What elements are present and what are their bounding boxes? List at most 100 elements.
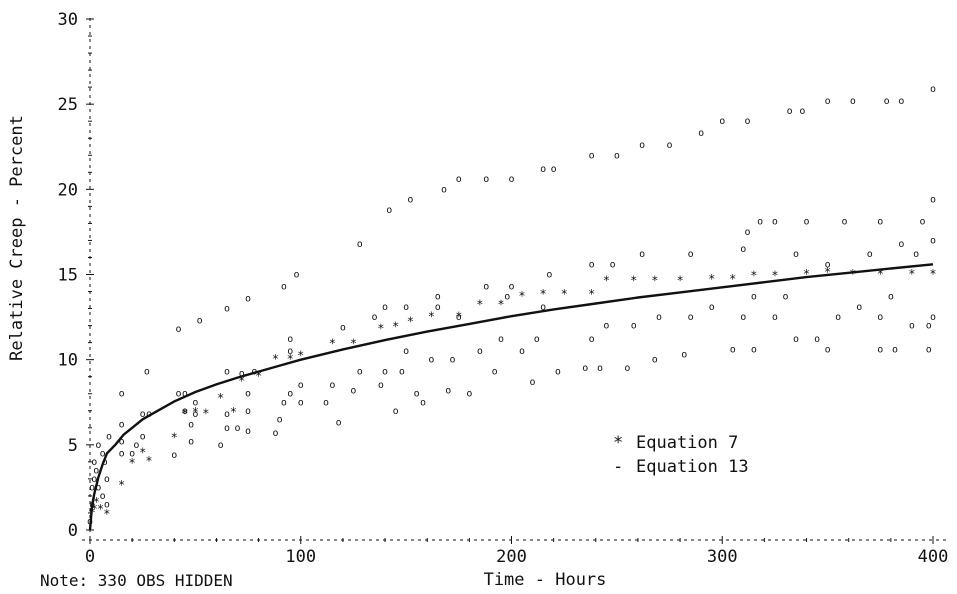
observed-point: o [530, 377, 536, 388]
equation-7-point: * [230, 405, 237, 419]
observed-point: o [188, 419, 194, 430]
observed-point: o [239, 368, 245, 379]
observed-point: o [782, 292, 788, 303]
observed-point: o [119, 448, 125, 459]
observed-point: o [441, 184, 447, 195]
equation-7-point: * [103, 507, 110, 521]
observed-point: o [350, 385, 356, 396]
observed-point: o [188, 436, 194, 447]
observed-point: o [498, 334, 504, 345]
equation-7-point: * [202, 406, 209, 420]
equation-7-point: * [407, 314, 414, 328]
observed-point: o [930, 195, 936, 206]
observed-point: o [420, 397, 426, 408]
observed-point: o [245, 389, 251, 400]
observed-point: o [100, 448, 106, 459]
observed-point: o [477, 346, 483, 357]
equation-7-point: * [139, 446, 146, 460]
observed-point: o [175, 324, 181, 335]
observed-point: o [519, 346, 525, 357]
observed-point: o [435, 302, 441, 313]
equation-7-point: * [803, 267, 810, 281]
observed-point: o [133, 440, 139, 451]
observed-point: o [192, 409, 198, 420]
equation-7-point: * [93, 495, 100, 509]
observed-point: o [667, 140, 673, 151]
observed-point: o [336, 418, 342, 429]
observed-point: o [340, 322, 346, 333]
observed-point: o [298, 397, 304, 408]
observed-point: o [639, 140, 645, 151]
equation-7-point: * [603, 274, 610, 288]
observed-point: o [909, 321, 915, 332]
observed-point: o [681, 350, 687, 361]
observed-point: o [546, 270, 552, 281]
y-tick-label: 25 [58, 95, 78, 115]
observed-point: o [119, 419, 125, 430]
x-tick-group: 0 100 200 300 400 [85, 536, 948, 567]
observed-point: o [100, 491, 106, 502]
observed-point: o [435, 292, 441, 303]
observed-point: o [787, 106, 793, 117]
observed-point: o [224, 367, 230, 378]
equation-7-point: * [91, 502, 98, 516]
observed-point: o [393, 406, 399, 417]
observed-point: o [589, 259, 595, 270]
equation-7-point: * [255, 369, 262, 383]
observed-point: o [182, 389, 188, 400]
equation-7-point: * [676, 274, 683, 288]
observed-point: o [144, 367, 150, 378]
equation-7-point: * [908, 267, 915, 281]
observed-point: o [799, 106, 805, 117]
observed-point: o [589, 150, 595, 161]
y-tick-label: 0 [68, 521, 78, 541]
observed-point: o [399, 367, 405, 378]
observed-point: o [294, 270, 300, 281]
observed-point: o [867, 249, 873, 260]
observed-point: o [926, 321, 932, 332]
equation-13-line [88, 263, 934, 531]
observed-point: o [850, 96, 856, 107]
equation-7-point: * [129, 456, 136, 470]
observed-point: o [930, 235, 936, 246]
observed-point: o [449, 355, 455, 366]
observed-point: o [323, 397, 329, 408]
observed-point: o [287, 346, 293, 357]
observed-point: o [106, 431, 112, 442]
observed-point: o [382, 302, 388, 313]
legend-marker-equation-13: - [613, 457, 623, 477]
equation-7-point: * [238, 374, 245, 388]
observed-point: o [140, 409, 146, 420]
observed-point: o [245, 293, 251, 304]
equation-7-point: * [428, 309, 435, 323]
observed-point: o [841, 217, 847, 228]
equation-7-point: * [771, 269, 778, 283]
legend-label-equation-7: Equation 7 [636, 433, 738, 453]
observed-point: o [534, 334, 540, 345]
observed-point: o [888, 292, 894, 303]
equation-7-point: * [630, 274, 637, 288]
observed-point: o [182, 406, 188, 417]
observed-point: o [91, 474, 97, 485]
equation-7-point: * [824, 265, 831, 279]
observed-point: o [382, 367, 388, 378]
observed-point: o [709, 302, 715, 313]
observed-point: o [91, 457, 97, 468]
observed-point: o [913, 249, 919, 260]
equation-7-point: * [929, 267, 936, 281]
observed-point: o [745, 116, 751, 127]
observed-point: o [877, 312, 883, 323]
equation-7-point: * [849, 267, 856, 281]
observed-point: o [272, 428, 278, 439]
observed-point: o [281, 397, 287, 408]
equation-7-point: * [297, 349, 304, 363]
observed-point: o [745, 227, 751, 238]
equation-7-point: * [561, 287, 568, 301]
x-tick-label: 0 [85, 547, 95, 567]
observed-point: o [877, 344, 883, 355]
observed-point: o [772, 217, 778, 228]
observed-point: o [688, 249, 694, 260]
x-tick-label: 200 [496, 547, 527, 567]
observed-point: o [898, 96, 904, 107]
observed-point: o [414, 389, 420, 400]
